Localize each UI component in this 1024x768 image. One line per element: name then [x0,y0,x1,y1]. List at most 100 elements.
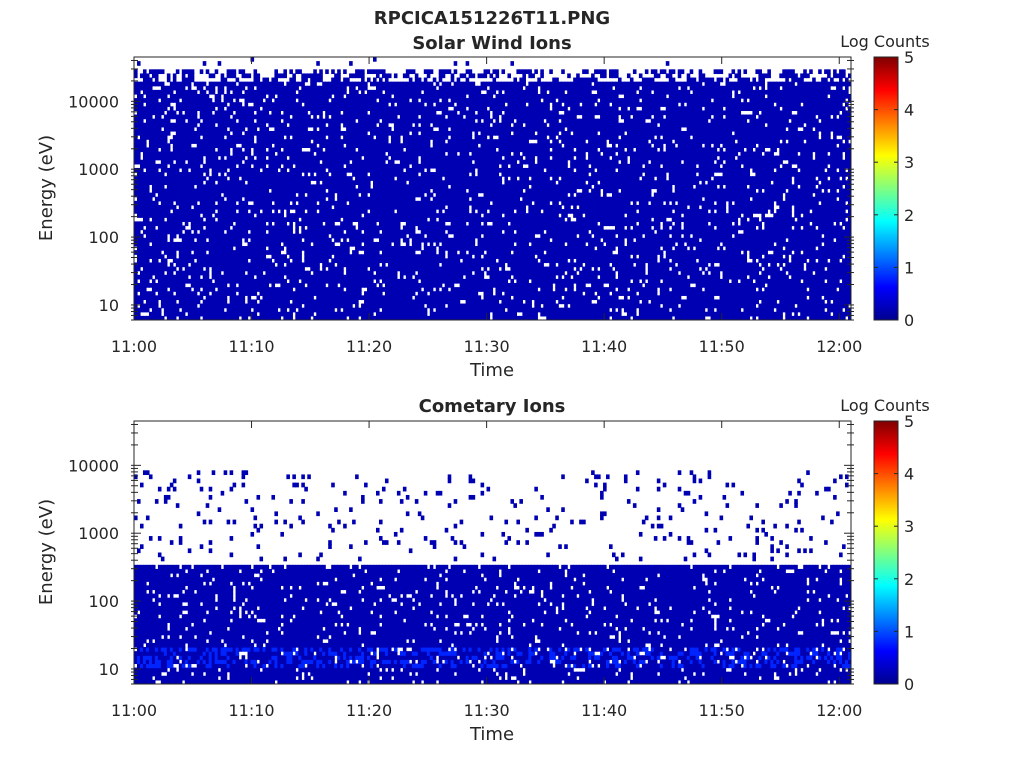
heatmap-cell [211,126,216,132]
heatmap-cell [301,98,305,103]
heatmap-cell [181,200,186,206]
heatmap-cell [265,106,270,112]
heatmap-cell [217,200,222,206]
heatmap-cell [205,139,210,144]
heatmap-cell [154,163,159,169]
heatmap-cell [250,122,255,128]
heatmap-cell [139,167,144,173]
heatmap-cell [175,151,180,157]
heatmap-cell [292,139,296,144]
heatmap-cell [157,110,162,116]
heatmap-cell [163,188,168,194]
heatmap-cell [238,180,243,185]
heatmap-cell [205,155,210,161]
heatmap-cell [241,225,246,231]
heatmap-cell [184,114,189,120]
heatmap-cell [238,283,243,288]
heatmap-cell [232,135,237,140]
heatmap-cell [319,77,323,83]
heatmap-cell [142,188,147,194]
heatmap-cell [211,262,216,268]
heatmap-cell [208,139,213,144]
heatmap-cell [262,118,267,124]
heatmap-cell [181,93,186,99]
heatmap-cell [274,122,278,128]
heatmap-cell [277,204,281,210]
heatmap-cell [301,180,305,185]
heatmap-cell [160,139,165,144]
heatmap-cell [226,159,231,165]
heatmap-cell [151,262,156,268]
heatmap-cell [166,200,171,206]
heatmap-cell [181,258,186,264]
heatmap-cell [295,250,299,255]
heatmap-cell [238,102,243,107]
heatmap-cell [295,167,299,173]
heatmap-cell [226,130,231,136]
heatmap-cell [223,130,228,136]
heatmap-cell [289,130,293,136]
heatmap-cell [187,77,192,83]
heatmap-cell [154,287,159,292]
heatmap-cell [295,93,299,99]
heatmap-cell [199,69,204,75]
heatmap-cell [187,213,192,218]
heatmap-cell [193,246,198,251]
heatmap-cell [220,122,225,128]
heatmap-cell [196,163,201,169]
heatmap-cell [148,291,153,296]
heatmap-cell [151,311,156,317]
heatmap-cell [262,126,267,132]
heatmap-cell [190,262,195,268]
heatmap-cell [190,213,195,218]
heatmap-cell [271,270,276,276]
heatmap-cell [217,287,222,292]
heatmap-cell [220,278,225,284]
heatmap-cell [223,200,228,206]
heatmap-cell [244,130,249,136]
heatmap-cell [328,237,332,243]
heatmap-cell [256,254,261,259]
heatmap-cell [325,233,329,239]
heatmap-cell [199,283,204,288]
heatmap-cell [289,291,293,296]
heatmap-cell [226,143,231,149]
heatmap-cell [274,217,278,222]
heatmap-cell [238,155,243,161]
heatmap-cell [259,81,264,87]
heatmap-cell [220,126,225,132]
heatmap-cell [283,258,287,264]
heatmap-cell [253,266,258,272]
heatmap-cell [202,233,207,239]
heatmap-cell [160,270,165,276]
heatmap-cell [211,184,216,190]
heatmap-cell [175,69,180,75]
heatmap-cell [169,213,174,218]
heatmap-cell [289,163,293,169]
heatmap-cell [217,143,222,149]
heatmap-cell [271,233,276,239]
panel-title-solar-wind: Solar Wind Ions [412,33,571,54]
heatmap-cell [292,155,296,161]
heatmap-cell [304,287,308,292]
heatmap-cell [136,299,141,305]
heatmap-cell [211,209,216,214]
heatmap-cell [163,93,168,99]
heatmap-cell [220,130,225,136]
heatmap-cell [190,225,195,231]
heatmap-cell [289,287,293,292]
heatmap-cell [301,139,305,144]
heatmap-cell [145,229,150,235]
heatmap-cell [181,159,186,165]
heatmap-cell [178,241,183,247]
heatmap-cell [139,233,144,239]
heatmap-cell [238,135,243,140]
heatmap-cell [139,221,144,227]
heatmap-cell [259,233,264,239]
heatmap-cell [307,163,311,169]
heatmap-cell [163,135,168,140]
heatmap-cell [187,147,192,153]
heatmap-cell [184,106,189,112]
heatmap-cell [265,209,270,214]
heatmap-cell [184,233,189,239]
